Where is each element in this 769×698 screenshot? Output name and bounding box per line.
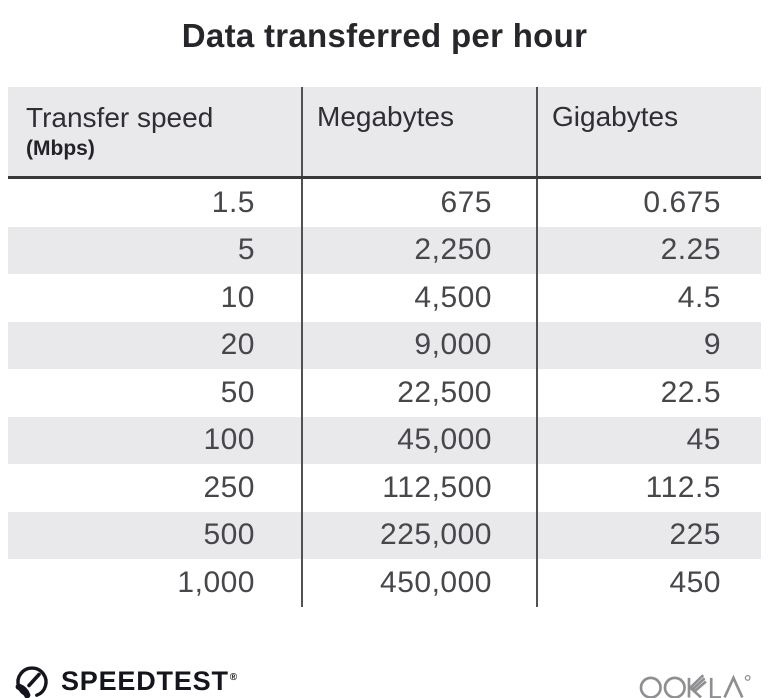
table-row: 1.5 675 0.675 (8, 179, 761, 227)
table-cell: 0.675 (643, 185, 721, 219)
table-cell: 2.25 (660, 233, 721, 267)
table-row: 250 112,500 112.5 (8, 464, 761, 512)
table-cell: 45 (686, 423, 721, 457)
table-cell: 22.5 (660, 375, 721, 409)
table-cell: 500 (8, 511, 303, 559)
table-cell: 1.5 (8, 179, 303, 227)
speedtest-logo: SPEEDTEST® (12, 661, 238, 698)
table-cell: 225,000 (303, 511, 538, 559)
speedtest-wordmark: SPEEDTEST® (61, 665, 238, 696)
table-cell: 9,000 (303, 321, 538, 369)
table-row: 1,000 450,000 450 (8, 559, 761, 607)
registered-mark: ® (229, 671, 238, 683)
column-header-megabytes: Megabytes (303, 87, 538, 176)
table-cell: 100 (8, 416, 303, 464)
table-cell: 4.5 (677, 280, 721, 314)
footer: SPEEDTEST® OOKLA (0, 653, 769, 698)
table-cell: 45,000 (303, 416, 538, 464)
data-table: Transfer speed (Mbps) Megabytes Gigabyte… (8, 87, 761, 607)
table-row: 10 4,500 4.5 (8, 274, 761, 322)
table-cell: 112,500 (303, 464, 538, 512)
table-row: 5 2,250 2.25 (8, 226, 761, 274)
table-row: 20 9,000 9 (8, 321, 761, 369)
table-cell: 5 (8, 226, 303, 274)
table-cell: 450 (669, 565, 721, 599)
table-row: 500 225,000 225 (8, 511, 761, 559)
table-cell: 2,250 (303, 226, 538, 274)
table-cell: 112.5 (645, 470, 721, 504)
table-row: 100 45,000 45 (8, 416, 761, 464)
ookla-logo: OOKLA (639, 669, 757, 698)
column-header-transfer-speed: Transfer speed (Mbps) (8, 87, 303, 176)
table-cell: 22,500 (303, 369, 538, 417)
table-cell: 50 (8, 369, 303, 417)
table-cell: 675 (303, 179, 538, 227)
table-cell: 1,000 (8, 559, 303, 607)
table-cell: 10 (8, 274, 303, 322)
table-cell: 9 (703, 328, 721, 362)
infographic-page: Data transferred per hour Transfer speed… (0, 17, 769, 698)
ookla-wordmark-icon (639, 669, 755, 698)
speedometer-icon (12, 661, 52, 698)
table-header-row: Transfer speed (Mbps) Megabytes Gigabyte… (8, 87, 761, 179)
table-row: 50 22,500 22.5 (8, 369, 761, 417)
table-cell: 250 (8, 464, 303, 512)
table-body: 1.5 675 0.675 5 2,250 2.25 10 4,500 4.5 20 9,000 9 5… (8, 179, 761, 607)
page-title: Data transferred per hour (181, 17, 588, 54)
column-header-unit: (Mbps) (26, 137, 95, 160)
table-cell: 4,500 (303, 274, 538, 322)
table-cell: 225 (669, 518, 721, 552)
column-header-label: Transfer speed (26, 102, 214, 133)
table-cell: 20 (8, 321, 303, 369)
column-header-gigabytes: Gigabytes (552, 101, 679, 132)
table-cell: 450,000 (303, 559, 538, 607)
